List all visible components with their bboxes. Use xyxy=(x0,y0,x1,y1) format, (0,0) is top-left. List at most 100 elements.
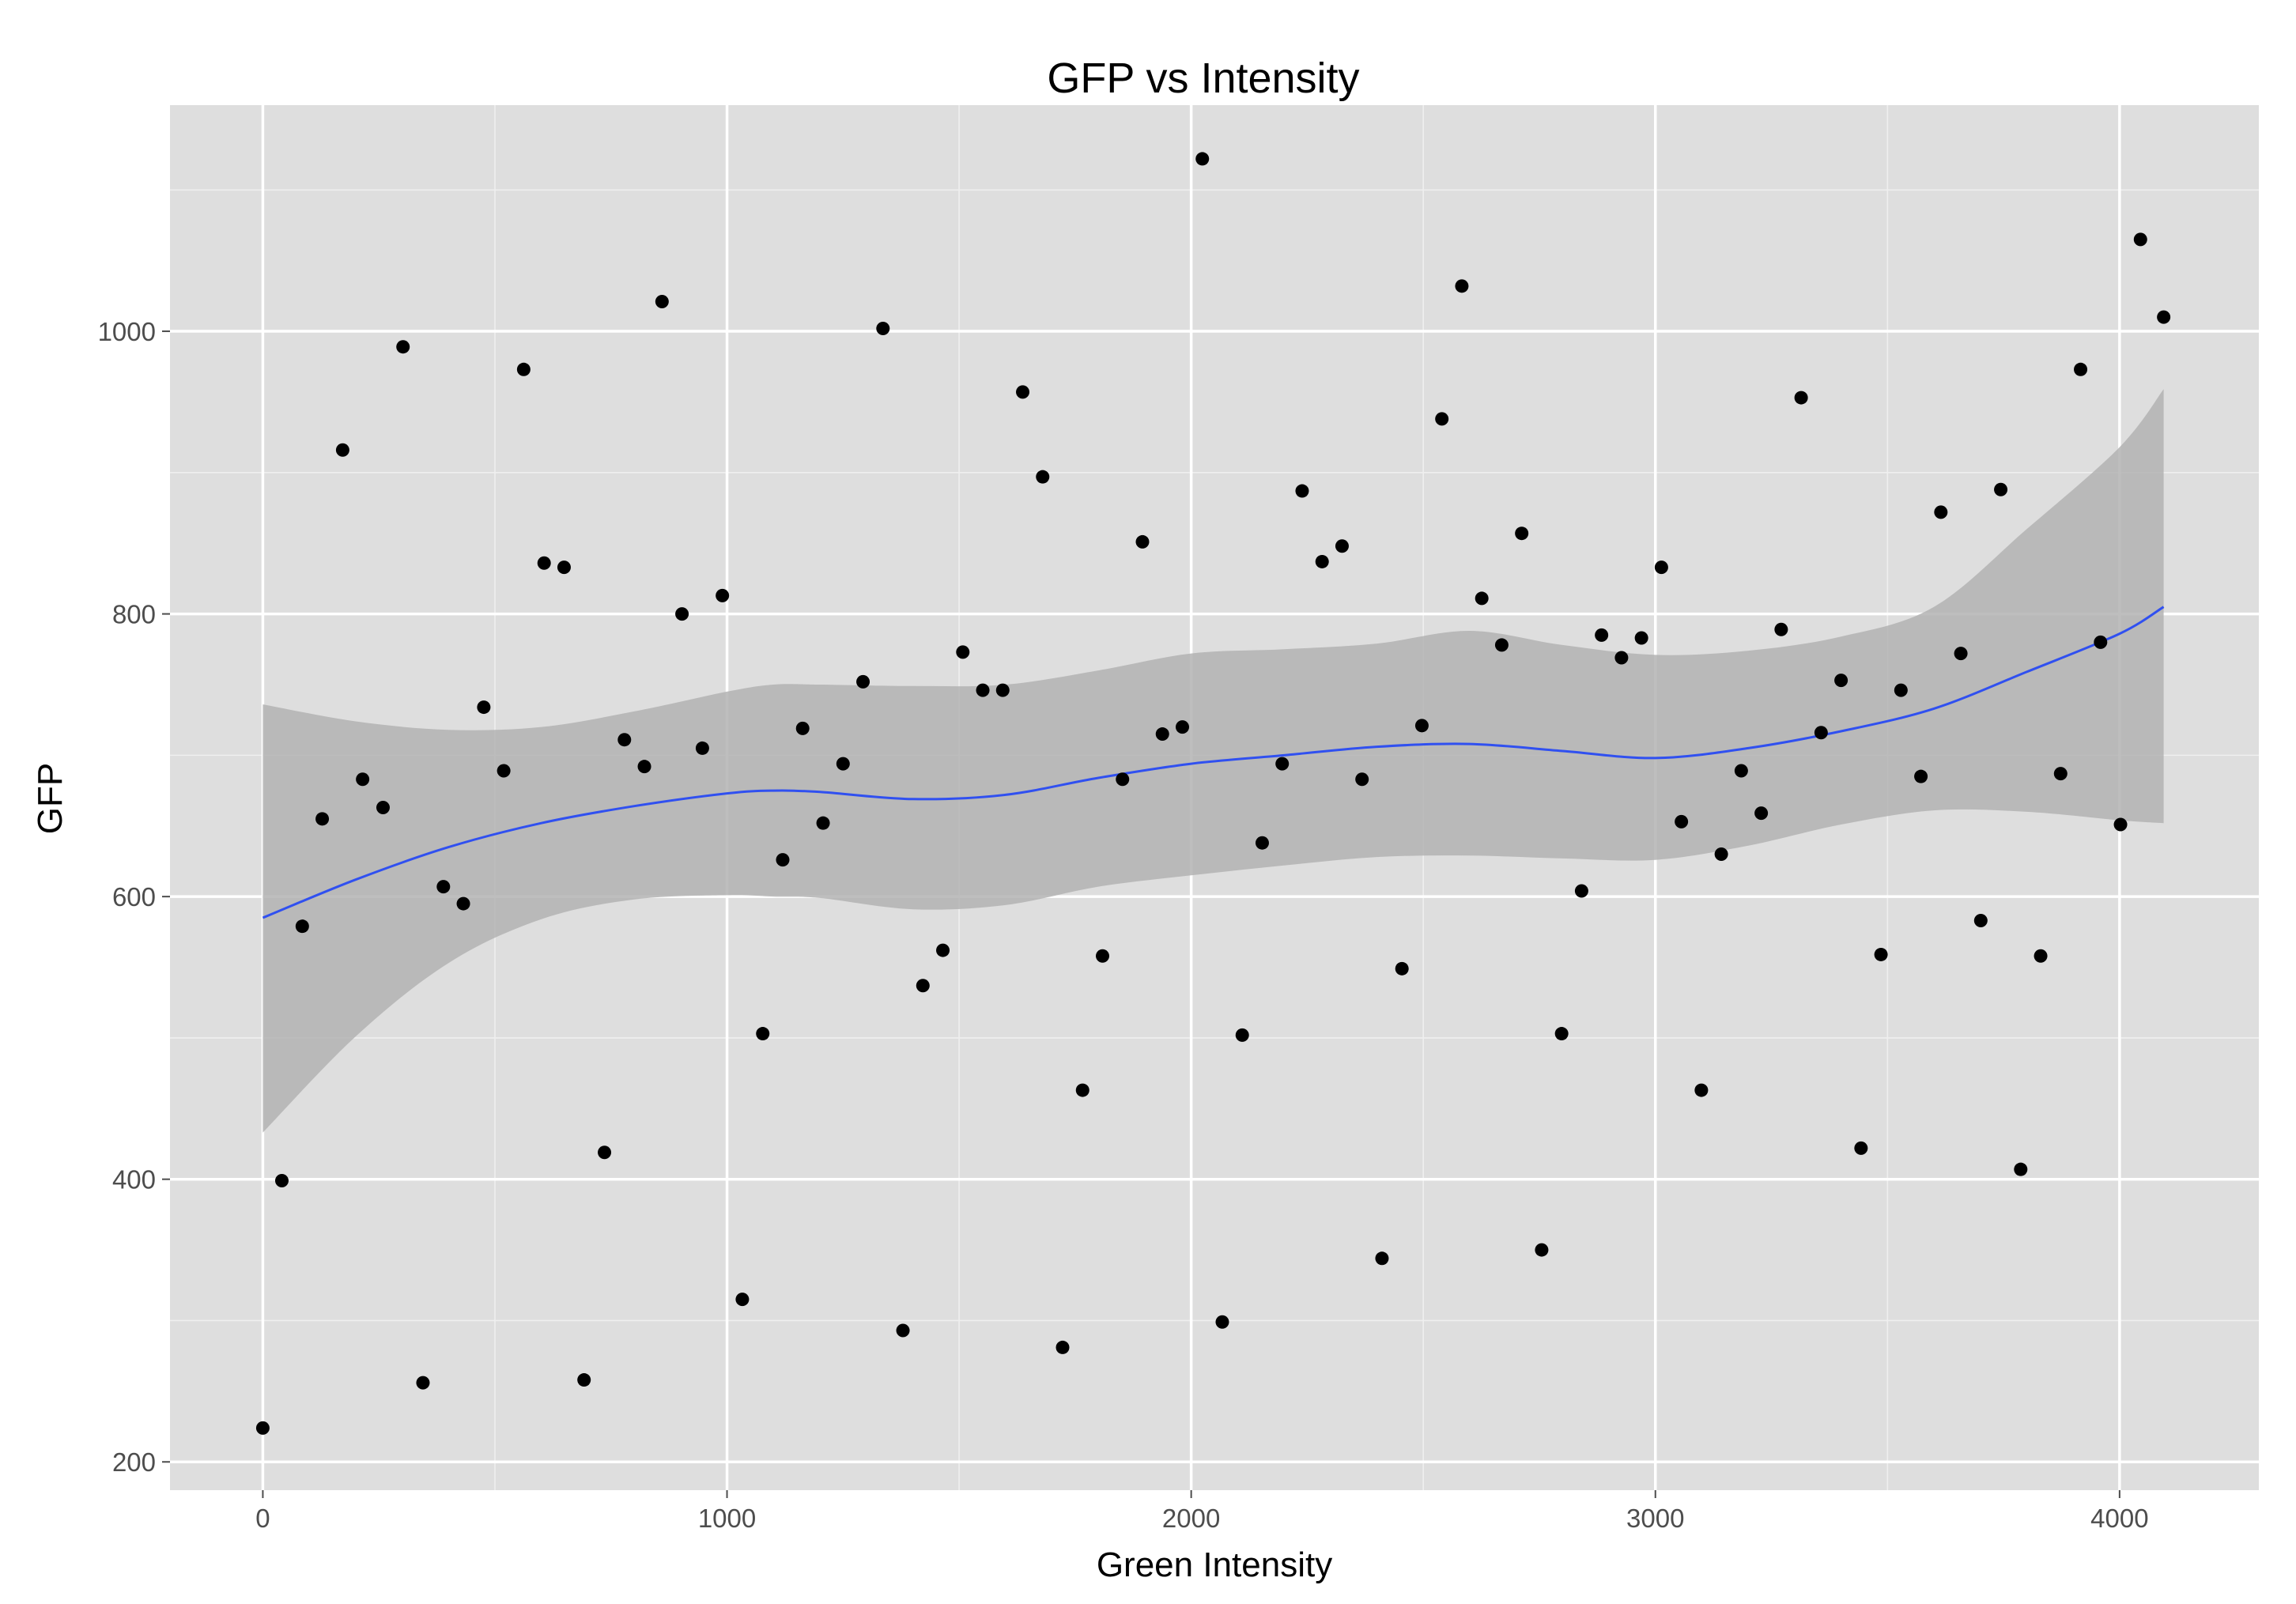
x-tick-label: 3000 xyxy=(1626,1504,1684,1533)
data-point xyxy=(1595,628,1609,642)
data-point xyxy=(1814,726,1828,740)
data-point xyxy=(396,340,410,354)
data-point xyxy=(477,700,491,715)
x-axis: 0 1000 2000 3000 4000 xyxy=(255,1490,2149,1533)
data-point xyxy=(2157,310,2171,324)
data-point xyxy=(1075,1083,1089,1097)
data-point xyxy=(436,880,451,894)
data-point xyxy=(1494,638,1509,652)
y-axis: 200 400 600 800 1000 xyxy=(98,317,170,1477)
data-point xyxy=(617,733,632,747)
data-point xyxy=(1914,769,1928,783)
data-point xyxy=(675,607,689,621)
data-point xyxy=(1894,683,1908,697)
data-point xyxy=(1335,539,1349,553)
data-point xyxy=(1315,554,1329,568)
data-point xyxy=(537,556,551,570)
data-point xyxy=(1834,674,1849,688)
data-point xyxy=(1675,814,1689,828)
data-point xyxy=(577,1373,591,1387)
x-tick-label: 1000 xyxy=(698,1504,756,1533)
data-point xyxy=(1614,651,1629,665)
data-point xyxy=(1016,385,1030,399)
y-axis-title: GFP xyxy=(31,763,70,834)
data-point xyxy=(1574,884,1588,898)
data-point xyxy=(776,853,790,867)
data-point xyxy=(1116,772,1130,787)
data-point xyxy=(335,443,349,457)
data-point xyxy=(1175,720,1189,734)
data-point xyxy=(1714,847,1728,862)
data-point xyxy=(1874,947,1888,961)
data-point xyxy=(956,645,970,659)
data-point xyxy=(856,674,870,689)
data-point xyxy=(1854,1141,1868,1155)
data-point xyxy=(2094,635,2108,649)
data-point xyxy=(376,801,390,815)
data-point xyxy=(795,721,810,735)
data-point xyxy=(1036,470,1050,484)
data-point xyxy=(1255,836,1269,850)
data-point xyxy=(315,812,330,826)
data-point xyxy=(1295,484,1309,498)
data-point xyxy=(995,683,1010,697)
chart-title: GFP vs Intensity xyxy=(1047,55,1359,102)
data-point xyxy=(1954,647,1968,661)
data-point xyxy=(295,919,309,934)
data-point xyxy=(1355,772,1369,787)
data-point xyxy=(637,760,651,774)
data-point xyxy=(1275,757,1290,771)
data-point xyxy=(356,772,370,787)
data-point xyxy=(976,683,990,697)
data-point xyxy=(2074,362,2088,376)
data-point xyxy=(2053,767,2068,781)
data-point xyxy=(1135,534,1150,549)
data-points xyxy=(255,152,2171,1435)
y-tick-label: 600 xyxy=(112,882,156,911)
data-point xyxy=(876,321,890,335)
data-point xyxy=(1634,631,1648,645)
data-point xyxy=(2113,817,2128,832)
data-point xyxy=(255,1421,270,1435)
data-point xyxy=(1096,949,1110,963)
data-point xyxy=(716,588,730,602)
data-point xyxy=(735,1293,750,1307)
data-point xyxy=(456,896,470,911)
data-point xyxy=(1195,152,1210,166)
data-point xyxy=(1654,560,1668,575)
smooth-line-layer xyxy=(262,606,2165,919)
data-point xyxy=(836,757,850,771)
data-point xyxy=(1994,482,2008,496)
data-point xyxy=(1414,719,1429,733)
y-tick-label: 200 xyxy=(112,1447,156,1477)
x-axis-title: Green Intensity xyxy=(1097,1546,1332,1584)
data-point xyxy=(1754,806,1769,821)
data-point xyxy=(598,1145,612,1160)
data-point xyxy=(1475,591,1489,606)
x-tick-label: 0 xyxy=(255,1504,270,1533)
data-point xyxy=(1395,961,1409,976)
data-point xyxy=(1215,1315,1229,1329)
data-point xyxy=(1734,764,1748,778)
data-point xyxy=(1515,526,1529,541)
data-point xyxy=(816,816,830,830)
data-point xyxy=(655,294,669,308)
data-point xyxy=(1055,1340,1070,1354)
data-point xyxy=(1694,1083,1709,1097)
data-point xyxy=(1375,1251,1389,1266)
data-point xyxy=(1794,391,1808,405)
data-point xyxy=(1235,1028,1249,1042)
data-point xyxy=(274,1173,289,1187)
data-point xyxy=(516,362,531,376)
data-point xyxy=(497,764,511,778)
data-point xyxy=(416,1376,430,1390)
y-tick-label: 1000 xyxy=(98,317,156,346)
y-tick-label: 800 xyxy=(112,600,156,629)
data-point xyxy=(1455,279,1469,293)
x-tick-label: 2000 xyxy=(1162,1504,1220,1533)
data-point xyxy=(1535,1243,1549,1257)
data-point xyxy=(2014,1162,2028,1176)
data-point xyxy=(1155,727,1169,742)
y-tick-label: 400 xyxy=(112,1165,156,1195)
